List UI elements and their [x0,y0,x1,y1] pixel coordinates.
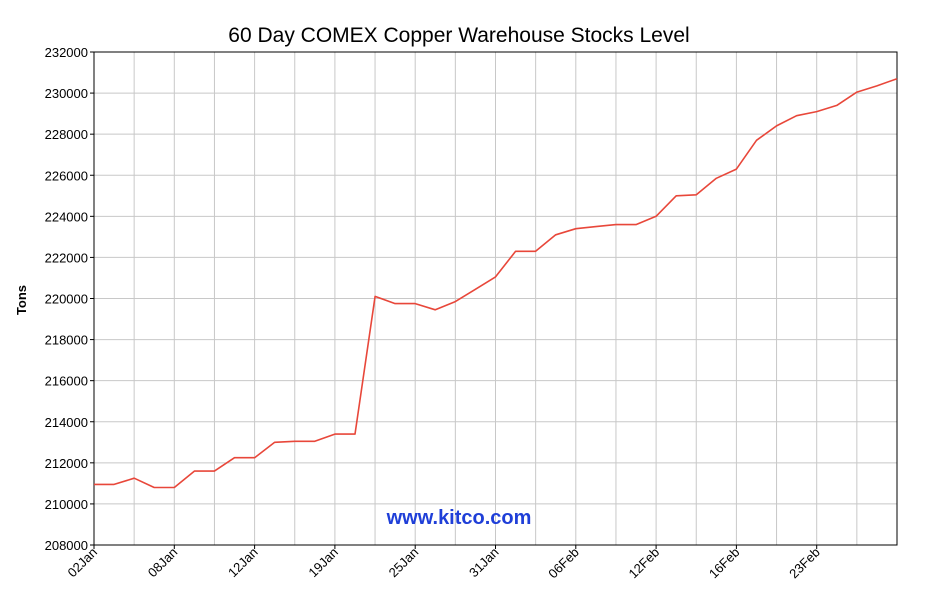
y-tick-label: 216000 [45,374,88,389]
x-tick-label: 31Jan [466,545,502,581]
chart-title: 60 Day COMEX Copper Warehouse Stocks Lev… [228,24,689,47]
data-point [454,300,457,303]
y-tick-label: 218000 [45,333,88,348]
x-axis-ticks: 02Jan 08Jan 12Jan 19Jan 25Jan 31Jan 06Feb 12Feb… [64,545,822,582]
data-point [755,139,758,142]
watermark: www.kitco.com [386,507,532,529]
y-tick-label: 220000 [45,292,88,307]
x-tick-label: 19Jan [305,545,341,581]
data-point [695,193,698,196]
data-point [233,456,236,459]
data-point [193,470,196,473]
x-tick-label: 12Feb [626,545,663,582]
data-point [333,433,336,436]
data-point [313,440,316,443]
data-point [855,91,858,94]
data-point [173,486,176,489]
data-point [434,308,437,311]
data-point [474,288,477,291]
x-tick-label: 12Jan [225,545,261,581]
x-tick-label: 16Feb [706,545,743,582]
data-point [896,77,899,80]
data-point [574,227,577,230]
y-tick-label: 230000 [45,86,88,101]
data-point [414,302,417,305]
data-point [715,177,718,180]
y-tick-label: 208000 [45,538,88,553]
data-point [394,302,397,305]
y-tick-label: 226000 [45,168,88,183]
data-point [293,440,296,443]
data-point [875,84,878,87]
y-tick-label: 232000 [45,45,88,60]
y-tick-label: 228000 [45,127,88,142]
data-point [494,275,497,278]
data-point [554,233,557,236]
data-point [815,110,818,113]
data-point [635,223,638,226]
data-point [835,104,838,107]
x-tick-label: 23Feb [786,545,823,582]
y-axis-label: Tons [14,285,29,315]
data-point [153,486,156,489]
y-tick-label: 210000 [45,497,88,512]
data-point [93,483,96,486]
data-point [353,433,356,436]
data-point [213,470,216,473]
series-group [93,77,899,489]
series-line [94,77,898,489]
data-point [113,483,116,486]
data-point [253,456,256,459]
data-point [514,250,517,253]
data-point [775,124,778,127]
y-tick-label: 222000 [45,250,88,265]
y-axis-ticks: 208000 210000 212000 214000 216000 218000 2200… [45,45,94,553]
data-point [374,295,377,298]
data-point [133,477,136,480]
data-point [273,441,276,444]
data-point [735,168,738,171]
data-point [795,114,798,117]
x-tick-label: 06Feb [545,545,582,582]
data-point [675,194,678,197]
data-point [614,223,617,226]
x-tick-label: 08Jan [145,545,181,581]
y-tick-label: 214000 [45,415,88,430]
y-tick-label: 224000 [45,209,88,224]
data-point [534,250,537,253]
data-point [655,215,658,218]
data-point [594,225,597,228]
y-tick-label: 212000 [45,456,88,471]
x-tick-label: 25Jan [386,545,422,581]
